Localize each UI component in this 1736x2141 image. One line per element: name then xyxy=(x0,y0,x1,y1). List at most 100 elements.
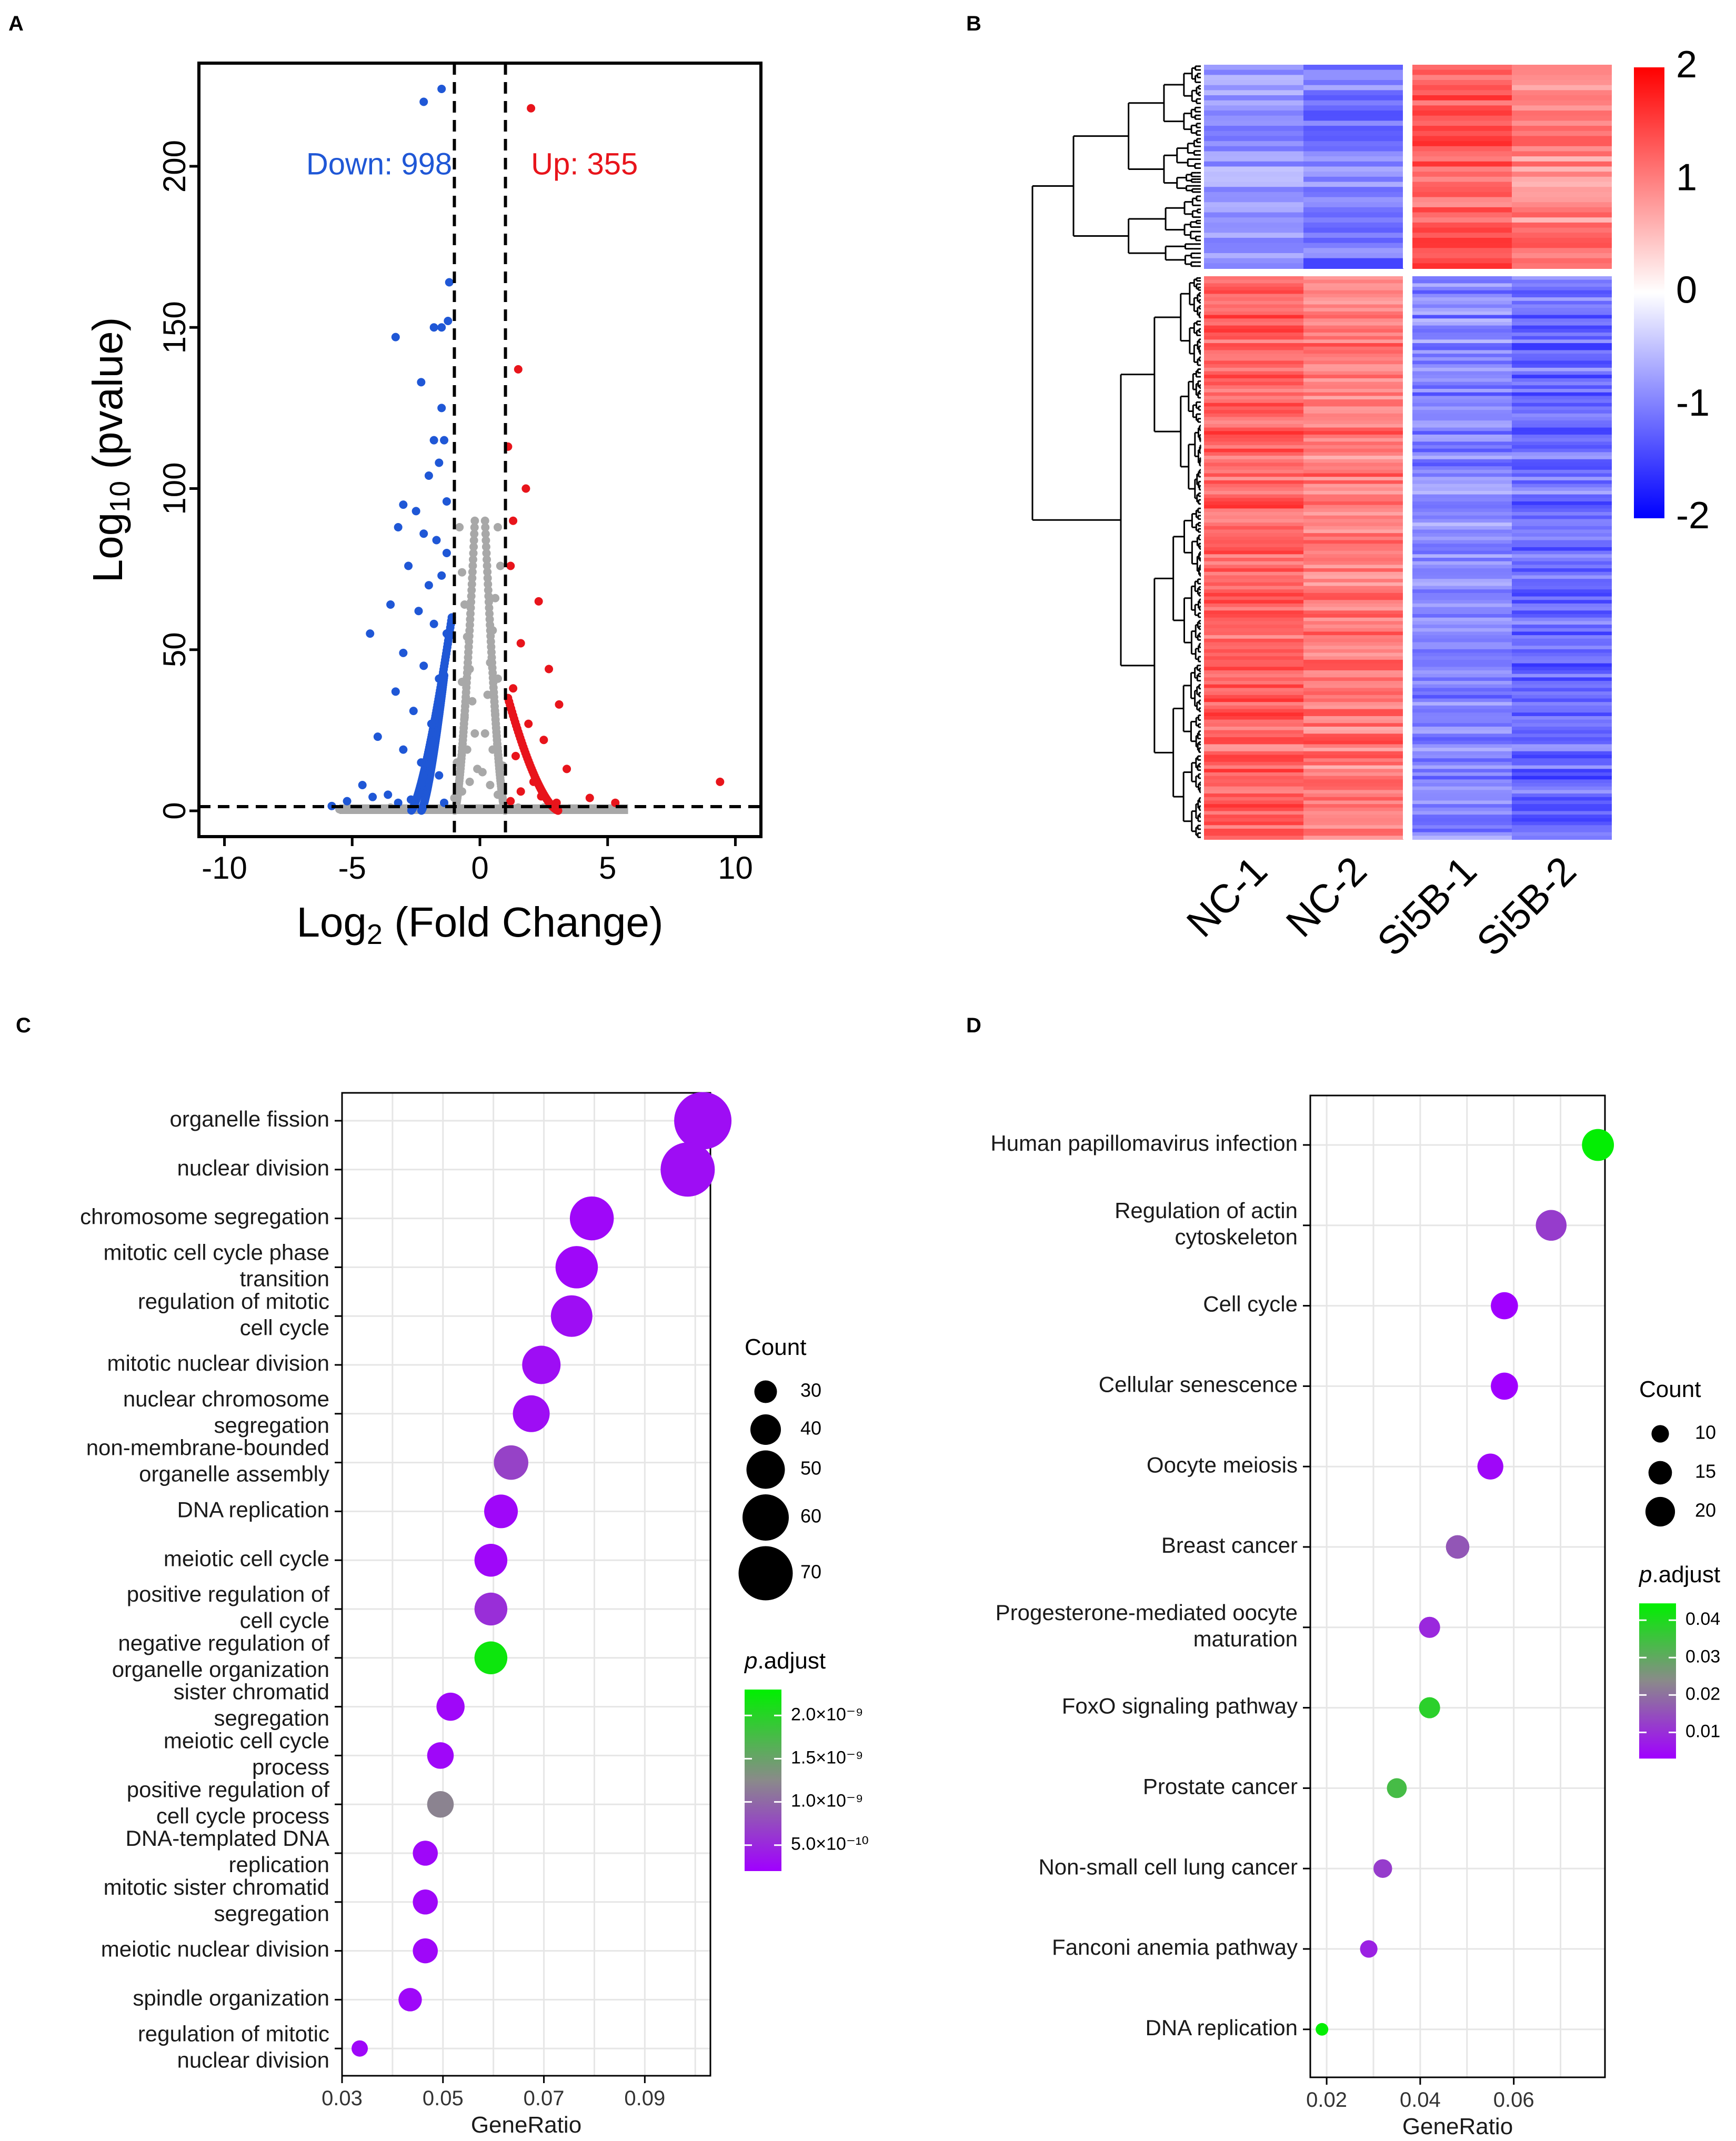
heatmap-cell xyxy=(1303,832,1403,837)
heatmap-cell xyxy=(1412,253,1512,259)
heatmap-cell xyxy=(1512,95,1612,101)
heatmap-cell xyxy=(1512,311,1612,316)
heatmap-cell xyxy=(1512,65,1612,71)
heatmap-cell xyxy=(1512,80,1612,86)
heatmap-cell xyxy=(1303,233,1403,238)
heatmap-cell xyxy=(1303,635,1403,639)
heatmap-cell xyxy=(1512,638,1612,643)
heatmap-cell xyxy=(1204,248,1304,254)
heatmap-cell xyxy=(1204,346,1304,351)
x-tick-label: 0.06 xyxy=(1493,2088,1534,2112)
heatmap-cell xyxy=(1512,748,1612,752)
heatmap-cell xyxy=(1204,505,1304,509)
heatmap-cell xyxy=(1303,441,1403,446)
heatmap-cell xyxy=(1204,406,1304,411)
heatmap-cell xyxy=(1412,617,1512,622)
heatmap-cell xyxy=(1204,681,1304,685)
plot-border xyxy=(1309,1094,1606,2078)
term-dot xyxy=(550,1295,593,1337)
ns-point xyxy=(470,523,479,532)
ns-point xyxy=(496,561,505,570)
heatmap-cell xyxy=(1204,336,1304,340)
heatmap-cell xyxy=(1204,688,1304,692)
heatmap-cell xyxy=(1204,733,1304,738)
heatmap-cell xyxy=(1204,561,1304,566)
heatmap-cell xyxy=(1204,95,1304,101)
down-point xyxy=(440,798,449,807)
heatmap-cell xyxy=(1303,392,1403,397)
heatmap-cell xyxy=(1512,381,1612,386)
up-point xyxy=(506,561,515,570)
down-point xyxy=(432,536,441,545)
color-legend-label: 0.04 xyxy=(1685,1609,1720,1629)
heatmap-cell xyxy=(1204,716,1304,720)
heatmap-cell xyxy=(1512,417,1612,421)
term-dot xyxy=(413,1938,438,1964)
heatmap-cell xyxy=(1303,505,1403,509)
heatmap-cell xyxy=(1412,248,1512,254)
heatmap-cell xyxy=(1303,360,1403,365)
heatmap-cell xyxy=(1512,367,1612,372)
heatmap-cell xyxy=(1412,628,1512,632)
x-tick-label: 0.04 xyxy=(1400,2088,1441,2112)
heatmap-cell xyxy=(1204,536,1304,541)
heatmap-cell xyxy=(1204,222,1304,228)
size-legend-dot xyxy=(1645,1496,1675,1527)
term-dot xyxy=(1582,1129,1614,1161)
heatmap-cell xyxy=(1512,110,1612,116)
size-legend-title: Count xyxy=(745,1334,806,1360)
heatmap-cell xyxy=(1512,667,1612,671)
heatmap-cell xyxy=(1204,473,1304,478)
heatmap-cell xyxy=(1303,466,1403,470)
heatmap-cell xyxy=(1204,656,1304,660)
heatmap-cell xyxy=(1303,166,1403,173)
heatmap-cell xyxy=(1204,438,1304,443)
heatmap-cell xyxy=(1512,740,1612,745)
heatmap-cell xyxy=(1512,364,1612,368)
heatmap-cell xyxy=(1412,463,1512,467)
heatmap-cell xyxy=(1303,434,1403,439)
heatmap-cell xyxy=(1412,783,1512,787)
heatmap-cell xyxy=(1512,141,1612,147)
heatmap-cell xyxy=(1204,642,1304,647)
heatmap-cell xyxy=(1512,642,1612,647)
heatmap-cell xyxy=(1412,705,1512,710)
up-point xyxy=(514,365,523,374)
heatmap-cell xyxy=(1204,575,1304,580)
ns-point xyxy=(480,516,489,525)
heatmap-cell xyxy=(1303,512,1403,516)
down-point xyxy=(406,795,415,804)
heatmap-cell xyxy=(1204,300,1304,305)
heatmap-cell xyxy=(1512,237,1612,244)
heatmap-cell xyxy=(1412,431,1512,435)
term-dot xyxy=(436,1692,465,1721)
heatmap-cell xyxy=(1512,336,1612,340)
heatmap-cell xyxy=(1512,712,1612,717)
heatmap-cell xyxy=(1512,477,1612,481)
heatmap-cell xyxy=(1204,304,1304,309)
heatmap-cluster-1 xyxy=(1204,65,1612,269)
heatmap-cell xyxy=(1512,452,1612,457)
ns-point xyxy=(467,586,476,595)
down-point xyxy=(429,436,438,445)
heatmap-cell xyxy=(1303,297,1403,301)
heatmap-cell xyxy=(1303,339,1403,344)
heatmap-cell xyxy=(1512,825,1612,829)
heatmap-cell xyxy=(1204,276,1304,280)
heatmap-cell xyxy=(1303,243,1403,249)
heatmap-cell xyxy=(1303,110,1403,116)
heatmap-cell xyxy=(1303,727,1403,731)
down-point xyxy=(404,561,413,570)
heatmap-cell xyxy=(1412,596,1512,601)
heatmap-cell xyxy=(1303,740,1403,745)
heatmap-cell xyxy=(1512,172,1612,177)
heatmap-cell xyxy=(1512,522,1612,527)
term-dot xyxy=(474,1641,508,1675)
heatmap-cell xyxy=(1512,512,1612,516)
heatmap-cell xyxy=(1412,631,1512,636)
down-point xyxy=(368,792,377,801)
ns-point xyxy=(484,580,493,589)
term-label: cell cycle xyxy=(240,1608,329,1633)
heatmap-cell xyxy=(1204,441,1304,446)
heatmap-cell xyxy=(1412,614,1512,618)
